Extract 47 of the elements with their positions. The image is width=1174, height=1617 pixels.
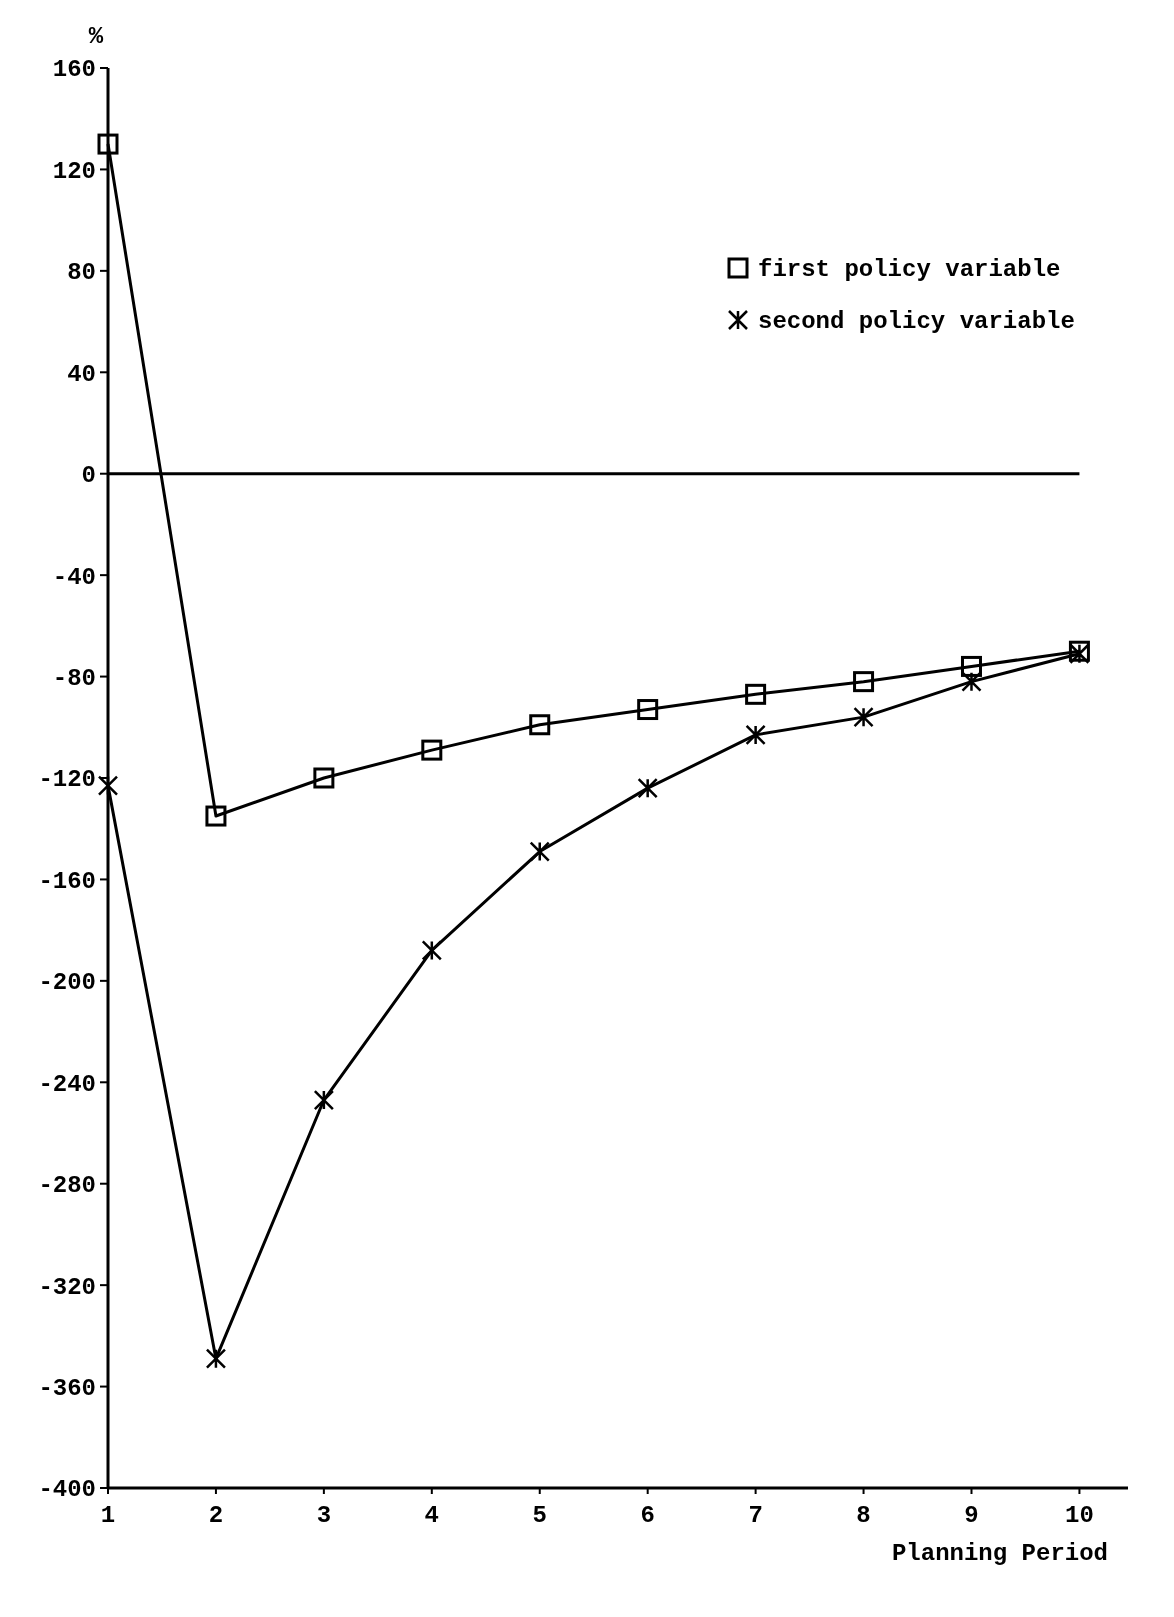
x-tick-label: 10 [1065, 1502, 1094, 1529]
x-axis-title: Planning Period [891, 1540, 1108, 1567]
point [745, 724, 766, 746]
y-tick-label: -200 [38, 969, 96, 997]
point [97, 775, 119, 796]
x-tick-label: 9 [964, 1502, 979, 1529]
y-tick-label: 40 [67, 360, 96, 388]
point [637, 699, 659, 721]
point [313, 767, 335, 789]
x-tick-label: 8 [856, 1502, 871, 1529]
x-tick-label: 5 [532, 1502, 547, 1529]
y-tick-label: -400 [38, 1476, 96, 1504]
point [745, 683, 767, 705]
y-axis-title: % [88, 23, 104, 50]
y-tick-label: 160 [52, 56, 96, 84]
point [853, 671, 875, 693]
point [961, 671, 982, 692]
point [853, 706, 874, 728]
point [421, 739, 443, 761]
y-tick-label: -40 [52, 563, 96, 591]
point [205, 805, 227, 827]
point [205, 1348, 227, 1369]
y-tick-label: 120 [52, 157, 96, 185]
y-tick-label: -160 [38, 867, 96, 895]
legend-label: first policy variable [758, 256, 1061, 284]
y-tick-label: -80 [52, 664, 96, 692]
x-tick-label: 4 [424, 1502, 440, 1529]
point [960, 655, 982, 677]
y-tick-label: -120 [38, 766, 96, 794]
y-tick-label: -360 [38, 1374, 96, 1402]
y-tick-label: -280 [38, 1172, 96, 1200]
point [529, 841, 550, 862]
point [313, 1089, 335, 1111]
x-tick-label: 2 [208, 1502, 224, 1529]
legend-label: second policy variable [758, 308, 1075, 336]
y-tick-label: 80 [67, 259, 96, 287]
y-tick-label: -320 [38, 1273, 96, 1301]
x-tick-label: 3 [316, 1502, 332, 1529]
point [637, 777, 658, 799]
y-tick-label: 0 [81, 462, 96, 490]
point [529, 714, 551, 736]
x-tick-label: 7 [748, 1502, 763, 1529]
x-tick-label: 6 [640, 1502, 655, 1529]
point [97, 133, 119, 155]
point [421, 940, 443, 961]
y-tick-label: -240 [38, 1070, 96, 1098]
x-tick-label: 1 [100, 1502, 116, 1529]
